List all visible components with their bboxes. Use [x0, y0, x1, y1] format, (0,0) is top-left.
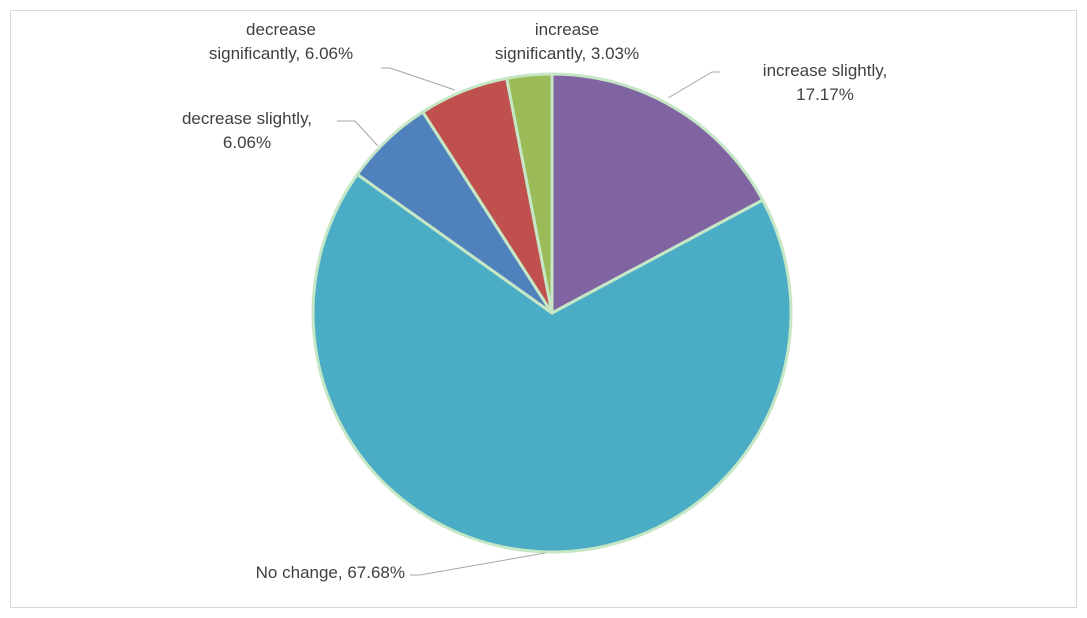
leader-lines — [337, 67, 720, 576]
data-label-line: 6.06% — [223, 133, 271, 152]
data-label-line: increase slightly, — [763, 61, 887, 80]
data-label-line: 17.17% — [796, 85, 854, 104]
data-label-no-change: No change, 67.68% — [256, 563, 405, 582]
leader-line-no-change — [410, 552, 546, 576]
data-label-line: No change, 67.68% — [256, 563, 405, 582]
pie-slice-increase-significantly — [505, 72, 554, 315]
data-label-increase-slightly: increase slightly, 17.17% — [763, 61, 887, 104]
data-label-line: decrease — [246, 20, 316, 39]
data-label-line: increase — [535, 20, 599, 39]
data-label-decrease-slightly: decrease slightly, 6.06% — [182, 109, 312, 152]
data-label-line: decrease slightly, — [182, 109, 312, 128]
data-labels: increase slightly, 17.17% No change, 67.68… — [182, 20, 887, 582]
pie-slices — [311, 72, 793, 554]
data-label-line: significantly, 6.06% — [209, 44, 353, 63]
leader-line-decrease-slightly — [337, 120, 379, 147]
data-label-increase-significantly: increase significantly, 3.03% — [495, 20, 639, 63]
leader-line-increase-slightly — [667, 71, 720, 99]
data-label-decrease-significantly: decrease significantly, 6.06% — [209, 20, 353, 63]
pie-slice-increase-slightly — [550, 72, 765, 315]
pie-slice-no-change — [311, 172, 793, 554]
data-label-line: significantly, 3.03% — [495, 44, 639, 63]
leader-line-decrease-significantly — [381, 67, 456, 91]
